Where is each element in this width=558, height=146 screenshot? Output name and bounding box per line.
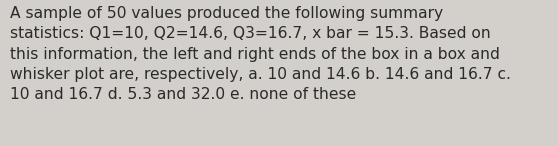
Text: A sample of 50 values produced the following summary
statistics: Q1=10, Q2=14.6,: A sample of 50 values produced the follo… [10, 6, 511, 102]
